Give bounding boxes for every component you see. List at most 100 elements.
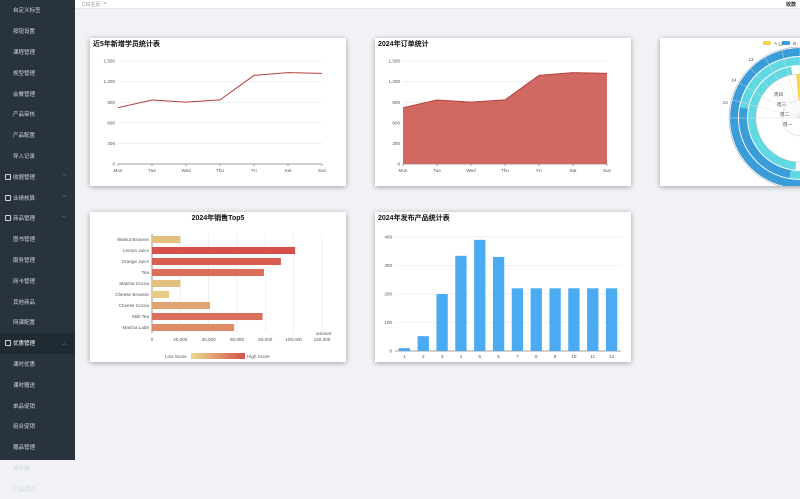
area-fill <box>403 73 607 164</box>
bar <box>512 288 523 351</box>
sidebar-group-label: 优惠管理 <box>13 339 35 347</box>
x-tick-label: 8 <box>535 354 538 359</box>
sidebar-group[interactable]: 优惠管理 ︿ <box>0 333 75 354</box>
legend-swatch-a <box>763 41 771 45</box>
sidebar-item[interactable]: 网卡管理 <box>0 270 75 291</box>
sidebar-group[interactable]: 收据管理﹀ <box>0 166 75 187</box>
sidebar-item[interactable]: 会餐管理 <box>0 83 75 104</box>
sidebar-item[interactable]: 课时优惠 <box>0 354 75 375</box>
sidebar-item-label: 网卡管理 <box>13 277 35 285</box>
y-tick-label: 1,500 <box>389 59 401 64</box>
sidebar-item[interactable]: 其他商品 <box>0 291 75 312</box>
visual-map-gradient <box>191 353 245 359</box>
sidebar-item-label: 单品促销 <box>13 402 35 410</box>
x-tick-label: Mon <box>399 168 408 173</box>
sidebar-item-label: 赠品管理 <box>13 443 35 451</box>
sidebar-group-label: 商品管理 <box>13 214 35 222</box>
sidebar-item[interactable]: 导入记录 <box>0 146 75 167</box>
y-tick-label: Lemon Juice <box>123 248 149 253</box>
sidebar-item-label: 图书管理 <box>13 235 35 243</box>
angle-tick-label: 14 <box>731 78 737 83</box>
sidebar-item[interactable]: 自定义标签 <box>0 0 75 21</box>
visual-map-high-label: High Score <box>247 354 270 359</box>
sidebar-item-label: 服务管理 <box>13 256 35 264</box>
x-tick-label: 3 <box>441 354 444 359</box>
sidebar-item[interactable]: 规型管理 <box>0 62 75 83</box>
sidebar-item[interactable]: 按钮设置 <box>0 21 75 42</box>
tab-home[interactable]: CIS主页 × <box>82 1 106 8</box>
sidebar-item-label: 规型管理 <box>13 69 35 77</box>
topbar-right-label[interactable]: 收款 <box>786 1 796 8</box>
sidebar-item[interactable]: 图书管理 <box>0 229 75 250</box>
x-tick-label: Tue <box>148 168 156 173</box>
sidebar-item[interactable]: 产品活动 <box>0 478 75 499</box>
close-icon[interactable]: × <box>103 1 106 8</box>
bar <box>587 288 598 351</box>
y-tick-label: 900 <box>107 100 115 105</box>
x-tick-label: Mon <box>114 168 123 173</box>
bar <box>399 348 410 351</box>
x-tick-label: Sun <box>603 168 612 173</box>
sidebar-item-label: 满折减 <box>13 464 30 472</box>
angle-tick-label: 12 <box>778 42 784 47</box>
sidebar-item-label: 产品配置 <box>13 131 35 139</box>
sidebar-item[interactable]: 组合促销 <box>0 416 75 437</box>
y-tick-label: 0 <box>389 349 392 354</box>
x-tick-label: 120,000 <box>314 337 331 342</box>
sidebar-item[interactable]: 产品配置 <box>0 125 75 146</box>
sidebar-group-label: 收据管理 <box>13 173 35 181</box>
sidebar-item-label: 产品审核 <box>13 110 35 118</box>
card-polar: AB15141312111098周四周三周二周一 <box>660 38 800 186</box>
x-axis-label: amount <box>316 331 332 336</box>
sidebar-item[interactable]: 服务管理 <box>0 250 75 271</box>
sidebar-item-label: 课程管理 <box>13 48 35 56</box>
bar <box>152 302 210 309</box>
x-tick-label: 2 <box>422 354 425 359</box>
x-tick-label: Sat <box>570 168 578 173</box>
sidebar-item[interactable]: 满折减 <box>0 458 75 479</box>
sidebar-item[interactable]: 课时赠送 <box>0 374 75 395</box>
sidebar-item[interactable]: 网课配置 <box>0 312 75 333</box>
y-tick-label: 400 <box>384 235 392 240</box>
bar <box>152 324 234 331</box>
y-tick-label: 1,200 <box>389 79 401 84</box>
chevron-icon: ︿ <box>62 340 67 347</box>
x-tick-label: Sat <box>285 168 293 173</box>
sidebar-item[interactable]: 产品审核 <box>0 104 75 125</box>
sidebar-item[interactable]: 赠品管理 <box>0 437 75 458</box>
x-tick-label: Wed <box>466 168 476 173</box>
y-tick-label: 1,200 <box>104 79 116 84</box>
bar <box>152 269 264 276</box>
sidebar-group-head: 商品管理 <box>5 214 35 222</box>
x-tick-label: Wed <box>181 168 191 173</box>
x-tick-label: 6 <box>497 354 500 359</box>
y-tick-label: 300 <box>392 141 400 146</box>
sidebar-item-label: 按钮设置 <box>13 27 35 35</box>
y-tick-label: Tea <box>142 270 150 275</box>
sidebar-group[interactable]: 商品管理 ﹀ <box>0 208 75 229</box>
x-tick-label: 7 <box>516 354 519 359</box>
sidebar-item[interactable]: 单品促销 <box>0 395 75 416</box>
x-tick-label: 5 <box>478 354 481 359</box>
radial-bar-yellow <box>796 74 800 102</box>
radial-label: 周三 <box>777 102 787 108</box>
sidebar-item[interactable]: 课程管理 <box>0 42 75 63</box>
angle-tick-label: 13 <box>749 57 755 62</box>
bar <box>493 257 504 351</box>
bar <box>606 288 617 351</box>
sidebar-group[interactable]: 业绩核算﹀ <box>0 187 75 208</box>
bar <box>152 291 169 298</box>
sidebar-item-label: 课时赠送 <box>13 381 35 389</box>
y-tick-label: 600 <box>107 120 115 125</box>
x-tick-label: 9 <box>554 354 557 359</box>
x-tick-label: 12 <box>609 354 615 359</box>
sidebar-group-head: 业绩核算 <box>5 194 35 202</box>
y-tick-label: Milk Tea <box>132 314 149 319</box>
chevron-icon: ﹀ <box>62 215 67 222</box>
bar <box>152 313 263 320</box>
sidebar-group-head: 优惠管理 <box>5 339 35 347</box>
